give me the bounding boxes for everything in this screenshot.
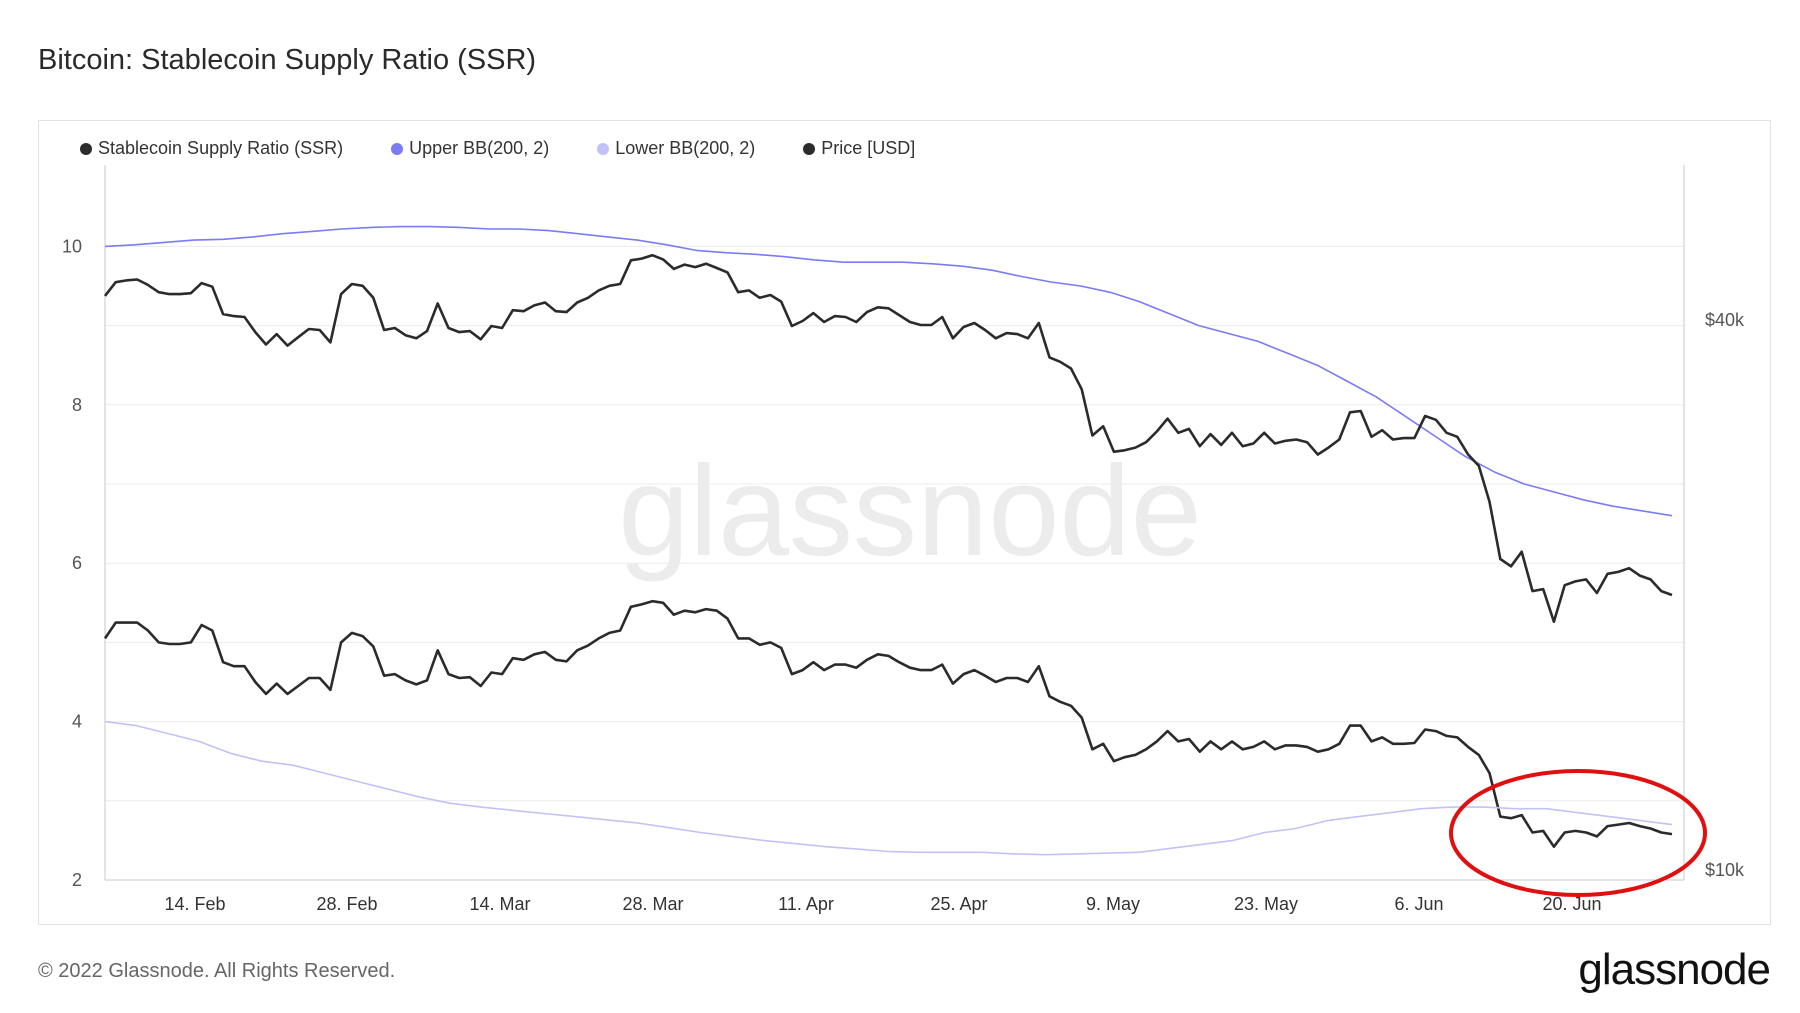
y-left-tick-label: 6 (72, 553, 82, 573)
x-tick-label: 9. May (1086, 894, 1140, 914)
y-left-tick-label: 8 (72, 395, 82, 415)
x-tick-label: 28. Mar (622, 894, 683, 914)
price-line (103, 253, 1673, 624)
legend-upper-bb-dot-icon (391, 142, 404, 155)
legend-item-ssr[interactable]: Stablecoin Supply Ratio (SSR) (80, 138, 343, 159)
legend-item-price[interactable]: Price [USD] (803, 138, 915, 159)
copyright-text: © 2022 Glassnode. All Rights Reserved. (38, 960, 396, 982)
legend: Stablecoin Supply Ratio (SSR) Upper BB(2… (80, 138, 915, 159)
upper-bb-line (104, 225, 1673, 517)
legend-price-dot-icon (803, 142, 816, 155)
brand-logo: glassnode (1578, 945, 1771, 994)
legend-item-upper-bb[interactable]: Upper BB(200, 2) (391, 138, 549, 159)
x-tick-label: 14. Feb (164, 894, 225, 914)
x-tick-label: 11. Apr (778, 894, 834, 914)
x-tick-label: 14. Mar (469, 894, 530, 914)
y-right-tick-label: $40k (1705, 310, 1745, 330)
highlight-ellipse (1449, 769, 1707, 897)
legend-lower-bb-dot-icon (597, 142, 610, 155)
x-tick-label: 20. Jun (1542, 894, 1601, 914)
legend-upper-bb-label: Upper BB(200, 2) (409, 138, 550, 158)
chart-frame (38, 120, 1771, 925)
legend-ssr-dot-icon (80, 142, 92, 155)
legend-price-label: Price [USD] (821, 138, 916, 158)
x-tick-label: 28. Feb (316, 894, 377, 914)
chart-title: Bitcoin: Stablecoin Supply Ratio (SSR) (38, 44, 537, 76)
x-tick-label: 6. Jun (1394, 894, 1443, 914)
x-tick-label: 23. May (1234, 894, 1298, 914)
legend-lower-bb-label: Lower BB(200, 2) (615, 138, 756, 158)
legend-ssr-label: Stablecoin Supply Ratio (SSR) (98, 138, 344, 158)
ssr-line (103, 599, 1673, 849)
y-right-tick-label: $10k (1705, 860, 1745, 880)
x-tick-label: 25. Apr (930, 894, 987, 914)
lower-bb-line (104, 720, 1673, 856)
legend-item-lower-bb[interactable]: Lower BB(200, 2) (597, 138, 755, 159)
watermark-text: glassnode (618, 440, 1202, 583)
y-left-tick-label: 2 (72, 870, 82, 890)
y-left-tick-label: 10 (62, 236, 82, 256)
y-left-tick-label: 4 (72, 712, 82, 732)
